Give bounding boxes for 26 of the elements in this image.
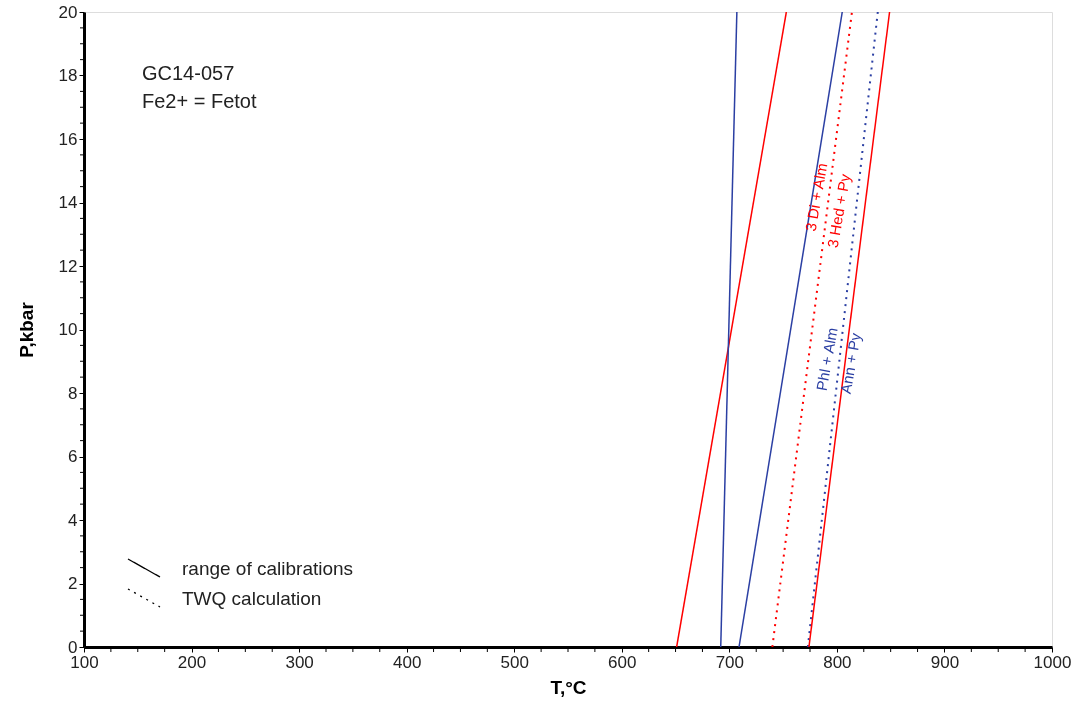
y-tick-label: 20 <box>58 2 78 22</box>
y-tick-label: 2 <box>68 574 78 593</box>
x-tick-label: 900 <box>930 652 960 672</box>
annotation: GC14-057 <box>142 62 235 84</box>
y-tick-label: 6 <box>68 447 78 466</box>
x-tick-label: 1000 <box>1033 652 1072 672</box>
y-tick-label: 12 <box>58 256 78 276</box>
annotation: 3 Di + Alm <box>801 161 831 233</box>
x-axis-title: T,°C <box>550 676 587 698</box>
annotation: TWQ calculation <box>182 588 322 609</box>
y-tick-label: 4 <box>68 510 78 530</box>
y-axis-title: P,kbar <box>15 301 37 358</box>
y-tick-label: 14 <box>58 193 78 212</box>
y-tick-label: 8 <box>68 383 78 403</box>
x-tick-label: 200 <box>177 652 207 672</box>
x-tick-label: 800 <box>823 652 852 672</box>
x-tick-label: 600 <box>608 652 637 672</box>
y-tick-label: 18 <box>58 66 78 85</box>
y-tick-label: 10 <box>58 320 78 339</box>
x-tick-label: 400 <box>392 652 422 672</box>
x-tick-label: 300 <box>285 652 314 672</box>
y-tick-label: 16 <box>58 129 78 149</box>
annotation: Fe2+ = Fetot <box>142 90 257 112</box>
x-tick-label: 700 <box>715 652 745 672</box>
annotation: range of calibrations <box>182 558 354 579</box>
x-tick-label: 500 <box>500 652 529 672</box>
